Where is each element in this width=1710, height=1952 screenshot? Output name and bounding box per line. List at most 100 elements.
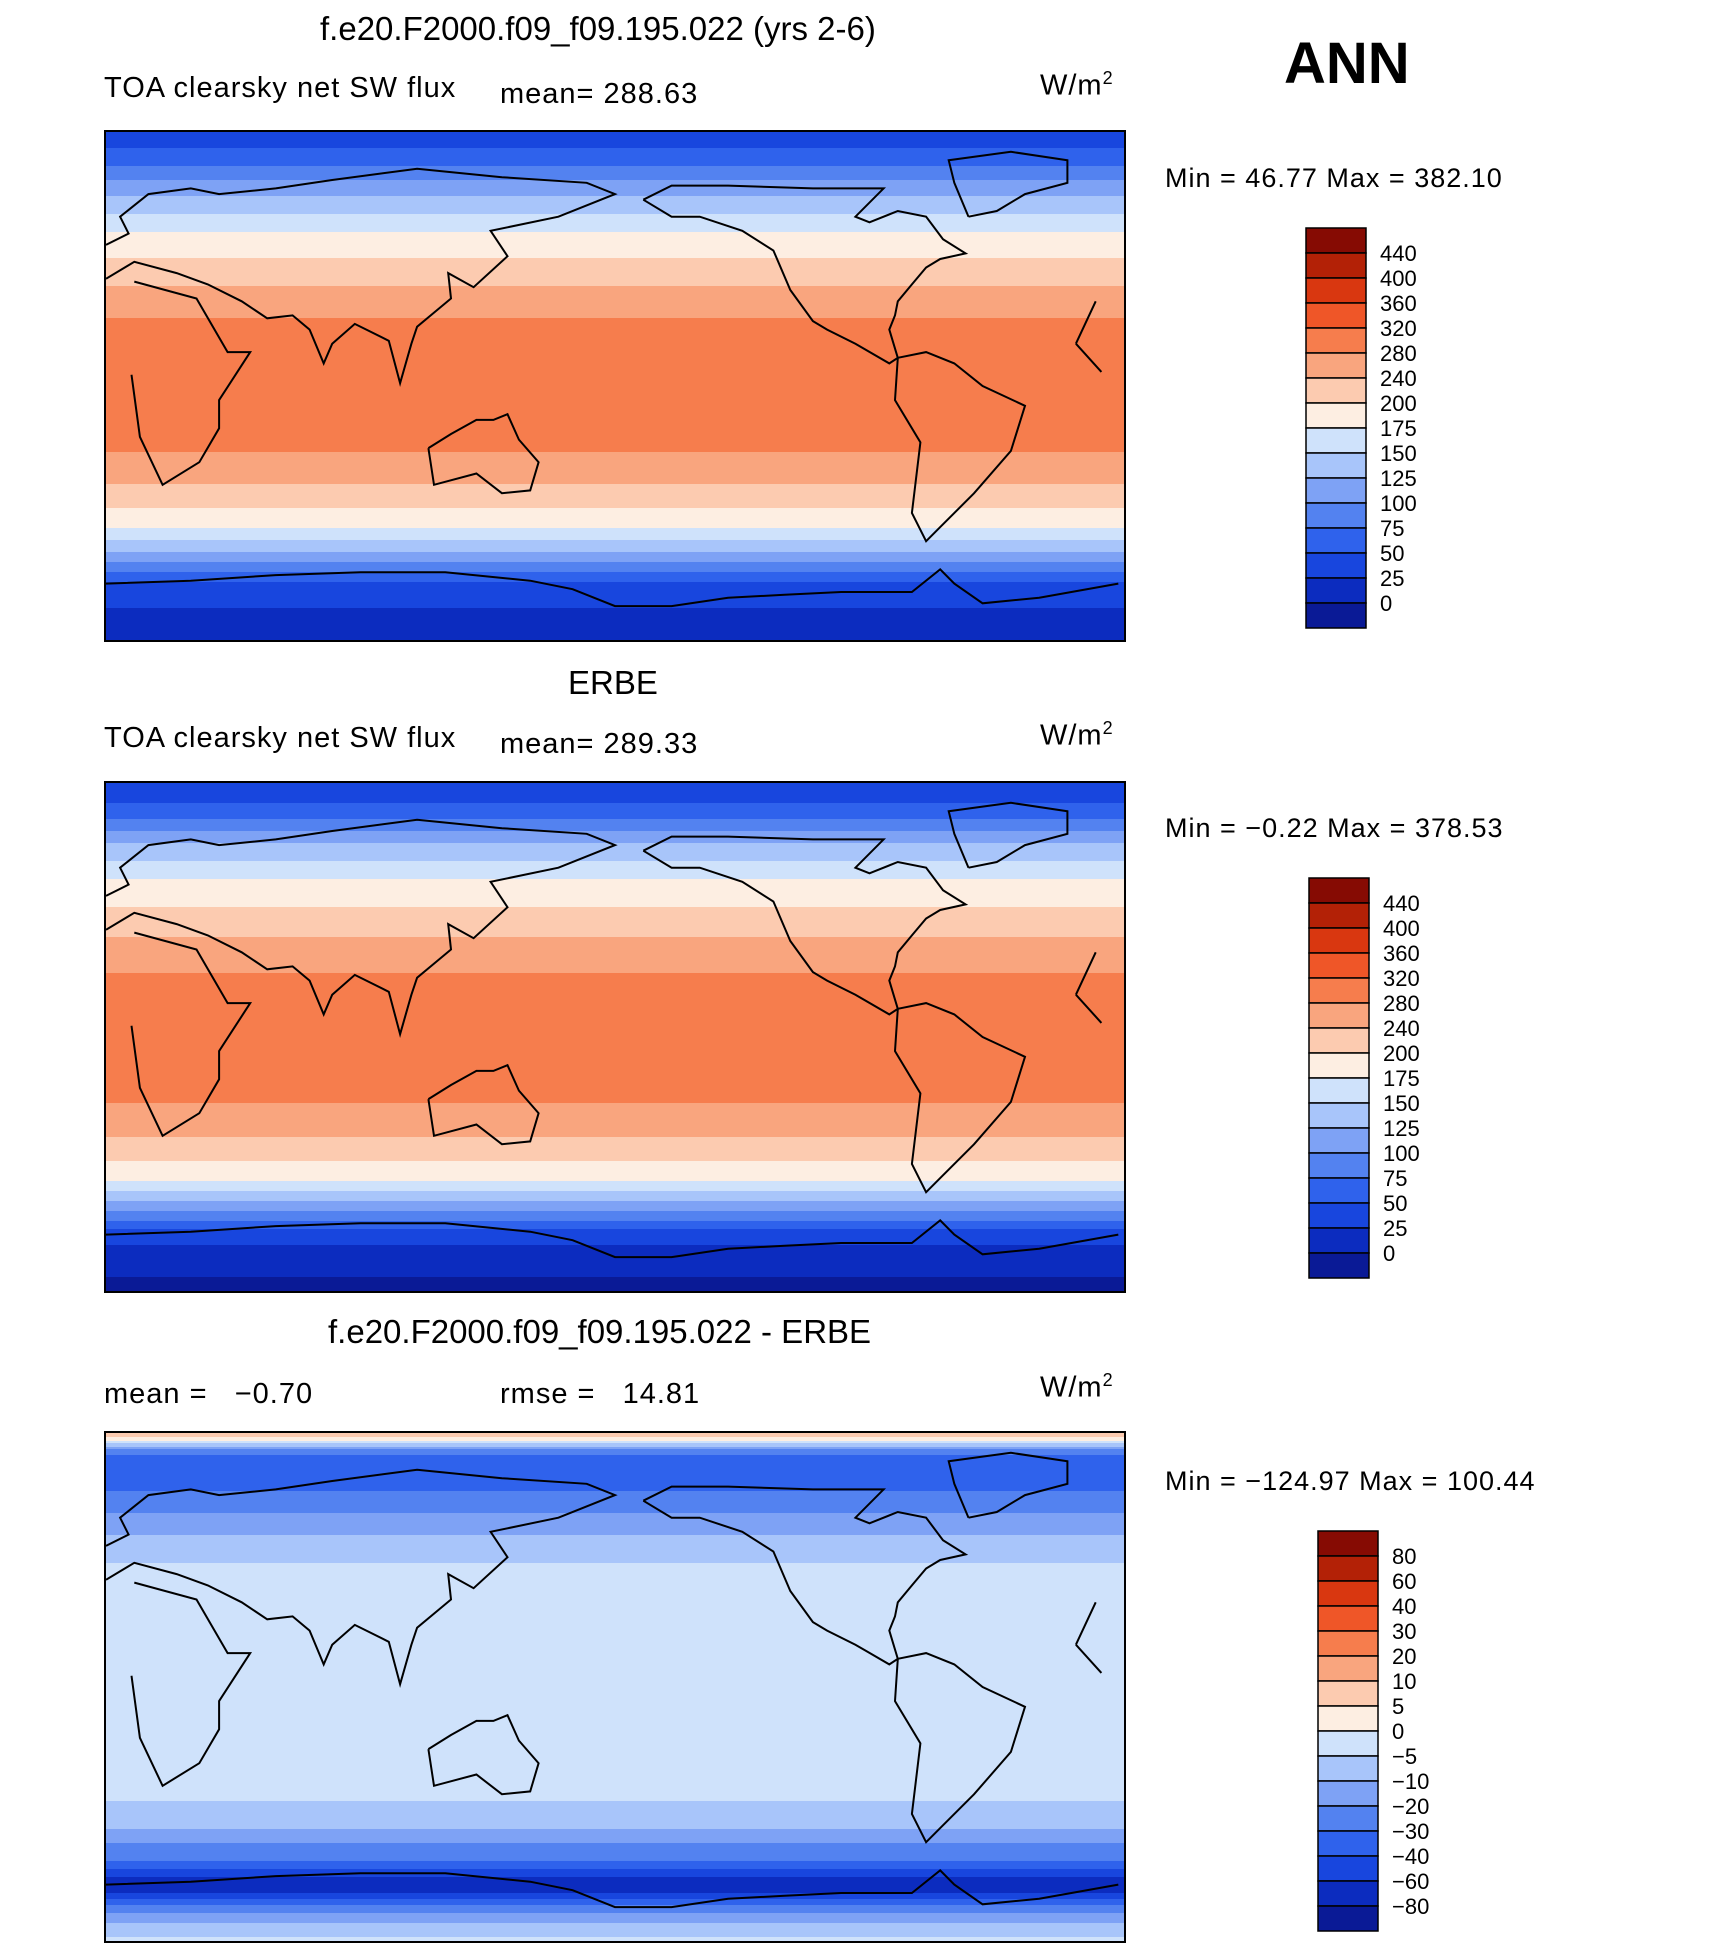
field-band [106,1861,1124,1864]
colorbar-tick-label: 25 [1380,566,1404,591]
field-band [106,1157,1124,1160]
field-band [106,1657,1124,1660]
field-band [106,1629,1124,1632]
field-band [106,1185,1124,1188]
field-band [106,1733,1124,1736]
field-band [106,552,1124,555]
field-band [106,1187,1124,1190]
field-band [106,614,1124,617]
field-band [106,1521,1124,1524]
field-band [106,1815,1124,1818]
field-band [106,584,1124,587]
colorbar-box [1317,1730,1379,1757]
field-band [106,947,1124,950]
field-band [106,1019,1124,1022]
field-band [106,1233,1124,1236]
field-band [106,1289,1124,1291]
field-band [106,1227,1124,1230]
australia-outline [427,1713,540,1796]
field-band [106,1931,1124,1934]
field-band [106,616,1124,619]
field-band [106,983,1124,986]
field-band [106,1009,1124,1012]
field-band [106,801,1124,804]
field-band [106,979,1124,982]
field-band [106,144,1124,147]
field-band [106,380,1124,383]
field-band [106,969,1124,972]
panel2-minmax: Min = −0.22 Max = 378.53 [1165,813,1504,843]
field-band [106,1285,1124,1288]
field-band [106,1495,1124,1498]
field-band [106,1519,1124,1522]
field-band [106,592,1124,595]
field-band [106,470,1124,473]
field-band [106,867,1124,870]
field-band [106,859,1124,862]
field-band [106,426,1124,429]
field-band [106,150,1124,153]
field-band [106,216,1124,219]
colorbar-tick-label: −80 [1392,1894,1429,1919]
field-band [106,282,1124,285]
field-band [106,578,1124,581]
field-band [106,1789,1124,1792]
field-band [106,316,1124,319]
field-band [106,1191,1124,1194]
field-band [106,1129,1124,1132]
field-band [106,1705,1124,1708]
field-band [106,1223,1124,1226]
field-band [106,638,1124,640]
field-band [106,1883,1124,1886]
field-band [106,1781,1124,1784]
field-band [106,458,1124,461]
greenland-outline [947,150,1069,218]
field-band [106,1605,1124,1608]
field-band [106,921,1124,924]
field-band [106,456,1124,459]
field-band [106,1153,1124,1156]
field-band [106,1433,1124,1436]
field-band [106,1563,1124,1566]
field-band [106,1671,1124,1674]
field-band [106,156,1124,159]
panel2-colorbar: 440 400 360 320 280 240 200 175 150 125 100 75 50 25 0 [1308,877,1469,1293]
panel1-map [104,130,1126,642]
field-band [106,632,1124,635]
field-band [106,1625,1124,1628]
field-band [106,400,1124,403]
field-band [106,1591,1124,1594]
field-band [106,953,1124,956]
field-band [106,462,1124,465]
field-band [106,1107,1124,1110]
field-band [106,474,1124,477]
field-band [106,1729,1124,1732]
field-band [106,520,1124,523]
field-band [106,1511,1124,1514]
field-band [106,1007,1124,1010]
field-band [106,1773,1124,1776]
field-band [106,420,1124,423]
field-band [106,196,1124,199]
colorbar-box [1317,1555,1379,1582]
field-band [106,973,1124,976]
field-band [106,524,1124,527]
field-band [106,1887,1124,1890]
field-band [106,1475,1124,1478]
field-band [106,1483,1124,1486]
field-band [106,1213,1124,1216]
field-band [106,484,1124,487]
field-band [106,1779,1124,1782]
colorbar-tick-label: 30 [1392,1619,1416,1644]
panel1-minmax: Min = 46.77 Max = 382.10 [1165,163,1503,193]
field-band [106,1245,1124,1248]
colorbar-box [1317,1755,1379,1782]
field-band [106,288,1124,291]
field-band [106,1275,1124,1278]
field-band [106,1225,1124,1228]
field-band [106,270,1124,273]
colorbar-box [1305,577,1367,604]
field-band [106,1783,1124,1786]
panel3-field [106,1433,1124,1941]
